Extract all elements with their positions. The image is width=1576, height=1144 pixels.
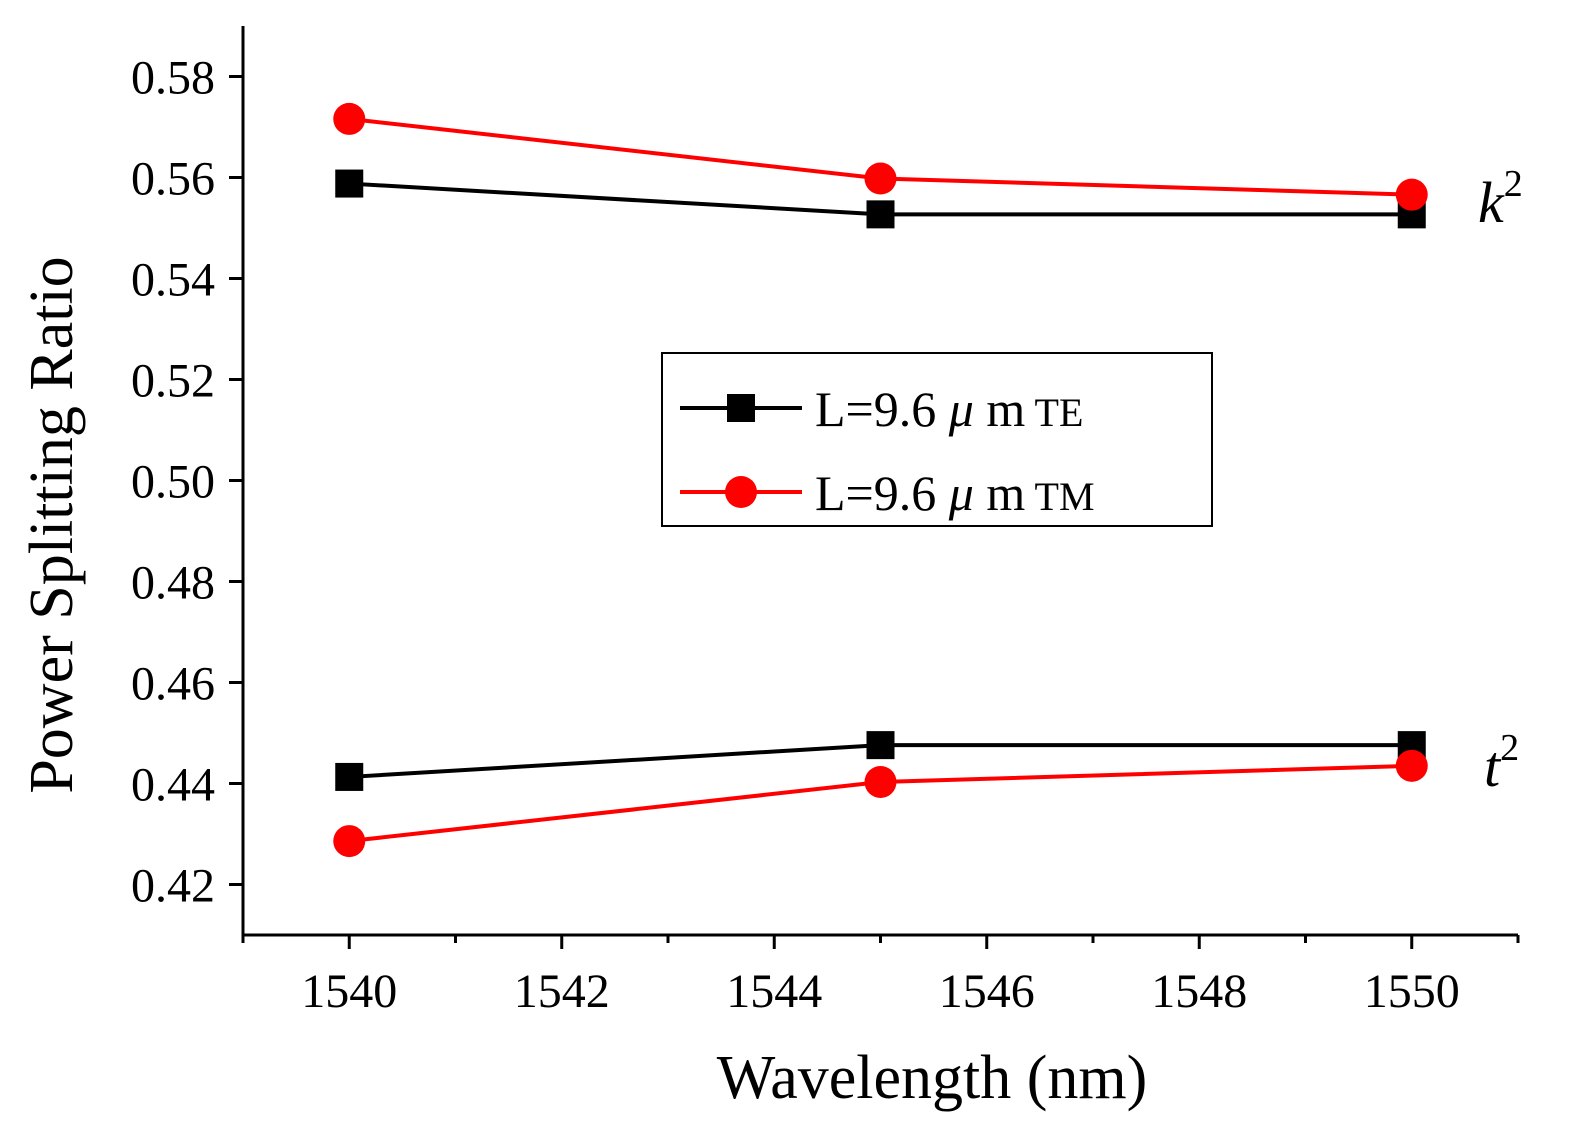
data-point-t2 [864, 765, 897, 798]
y-tick-label: 0.44 [131, 759, 215, 812]
plot-series [333, 102, 1428, 858]
y-tick-label: 0.50 [131, 456, 215, 509]
series-tm [333, 102, 1428, 858]
y-tick-label: 0.56 [131, 153, 215, 206]
legend-marker-te [727, 394, 755, 422]
legend-label-tm: L=9.6 μ m TM [815, 465, 1095, 521]
data-point-k2 [864, 162, 897, 195]
x-tick-label: 1546 [939, 965, 1035, 1018]
x-tick-label: 1542 [514, 965, 610, 1018]
annotation-t2: t2 [1484, 727, 1519, 799]
y-tick-label: 0.52 [131, 355, 215, 408]
data-point-t2 [1395, 749, 1428, 782]
x-tick-label: 1548 [1151, 965, 1247, 1018]
x-axis-title: Wavelength (nm) [717, 1044, 1148, 1112]
y-tick-label: 0.46 [131, 658, 215, 711]
data-point-k2 [1395, 178, 1428, 211]
x-tick-label: 1550 [1364, 965, 1460, 1018]
y-tick-label: 0.54 [131, 254, 215, 307]
data-point-k2 [866, 200, 895, 229]
data-point-t2 [335, 762, 364, 791]
y-tick-label: 0.48 [131, 557, 215, 610]
legend-label-te: L=9.6 μ m TE [815, 381, 1083, 437]
data-point-t2 [333, 825, 366, 858]
data-point-k2 [335, 169, 364, 198]
y-axis-title: Power Splitting Ratio [18, 256, 86, 793]
annotation-k2: k2 [1478, 163, 1523, 235]
series-te [335, 169, 1426, 791]
legend-marker-tm [725, 476, 757, 508]
x-tick-label: 1540 [301, 965, 397, 1018]
data-point-k2 [333, 102, 366, 135]
x-axis-ticks: 1540 1542 1544 1546 1548 1550 [241, 935, 1520, 1018]
y-tick-label: 0.58 [131, 52, 215, 105]
y-axis-ticks: 0.42 0.44 0.46 0.48 0.50 0.52 0.54 0.56 0.58 [131, 52, 243, 913]
data-point-t2 [866, 731, 895, 760]
y-tick-label: 0.42 [131, 860, 215, 913]
legend: L=9.6 μ m TE L=9.6 μ m TM [661, 352, 1213, 527]
x-tick-label: 1544 [726, 965, 822, 1018]
